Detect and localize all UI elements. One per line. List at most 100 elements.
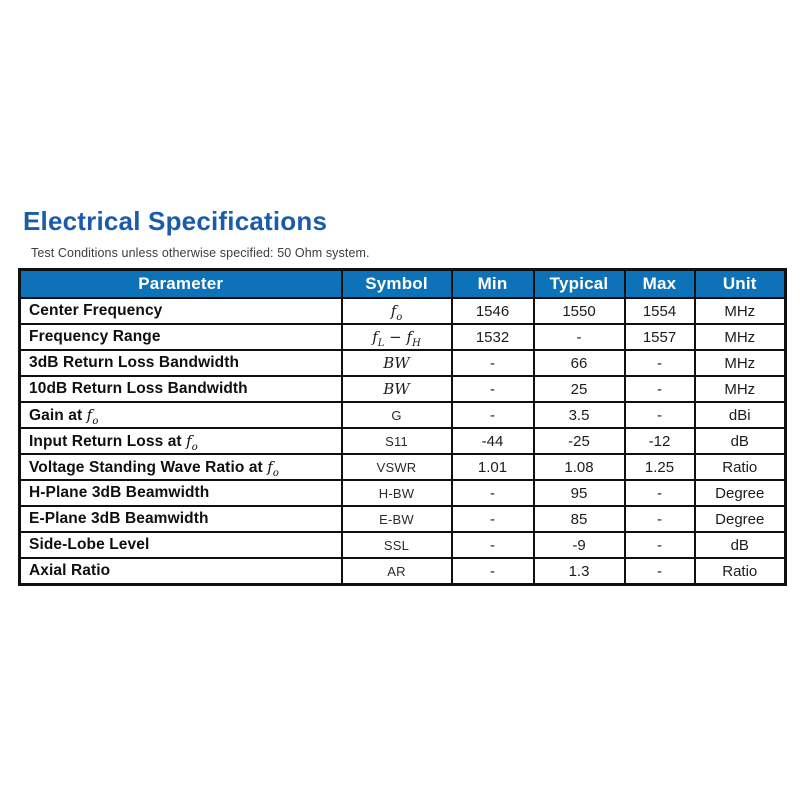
electrical-specifications-table: Parameter Symbol Min Typical Max Unit Ce…	[18, 268, 787, 586]
math-symbol: fo	[86, 405, 99, 427]
column-header-parameter: Parameter	[18, 268, 343, 299]
cell-min: -	[450, 479, 535, 507]
table-row: Frequency Range fL − fH 1532-1557 MHz	[18, 323, 787, 351]
symbol-text: H-BW	[378, 485, 415, 501]
column-header-symbol: Symbol	[340, 268, 453, 299]
cell-min: -	[450, 505, 535, 533]
test-conditions-note: Test Conditions unless otherwise specifi…	[31, 246, 370, 260]
table-row: E-Plane 3dB Beamwidth E-BW -85- Degree	[18, 505, 787, 533]
cell-max: -	[623, 401, 696, 429]
table-row: Gain at fo G -3.5- dBi	[18, 401, 787, 429]
cell-symbol: G	[340, 401, 453, 429]
table-row: Center Frequency fo 1546 1550 1554 MHz	[18, 297, 787, 325]
cell-max: -	[623, 349, 696, 377]
symbol-text: SSL	[383, 537, 410, 553]
column-header-max: Max	[623, 268, 696, 299]
cell-unit: dB	[693, 531, 787, 559]
math-symbol: fo	[186, 431, 198, 453]
table-row: Side-Lobe Level SSL - -9- dB	[18, 531, 787, 559]
cell-unit: dBi	[693, 401, 787, 429]
table-row: 10dB Return Loss Bandwidth BW -25- MHz	[18, 375, 787, 403]
cell-max: 1554	[623, 297, 696, 325]
cell-unit: MHz	[693, 323, 787, 351]
symbol-text: S11	[385, 433, 408, 449]
cell-max: -12	[623, 427, 696, 455]
cell-min: -	[450, 401, 535, 429]
cell-symbol: fo	[340, 297, 453, 325]
cell-min: -	[450, 531, 535, 559]
cell-parameter: Gain at fo	[18, 401, 343, 429]
cell-symbol: H-BW	[340, 479, 453, 507]
cell-min: 1546	[450, 297, 535, 325]
cell-min: -	[450, 557, 535, 586]
column-header-typical: Typical	[532, 268, 626, 299]
cell-parameter: Axial Ratio	[18, 557, 343, 586]
cell-typical: 95	[532, 479, 626, 507]
cell-typical: 85	[532, 505, 626, 533]
symbol-text: E-BW	[379, 511, 414, 527]
math-symbol: fo	[390, 302, 403, 323]
cell-typical: 1.08	[532, 453, 626, 481]
cell-symbol: BW	[340, 349, 453, 377]
cell-typical: 25	[532, 375, 626, 403]
math-symbol: BW	[383, 354, 410, 372]
cell-unit: Ratio	[693, 557, 787, 586]
cell-unit: dB	[693, 427, 787, 455]
cell-typical: 1.3	[532, 557, 626, 586]
cell-max: -	[623, 479, 696, 507]
column-header-min: Min	[450, 268, 535, 299]
symbol-text: AR	[387, 563, 406, 579]
cell-max: -	[623, 557, 696, 586]
table-row: Input Return Loss at fo S11 -44 -25 -12 dB	[18, 427, 787, 455]
math-symbol: fo	[267, 457, 279, 479]
cell-max: -	[623, 531, 696, 559]
cell-parameter: Frequency Range	[18, 323, 343, 351]
cell-symbol: BW	[340, 375, 453, 403]
cell-unit: MHz	[693, 349, 787, 377]
cell-symbol: AR	[340, 557, 453, 586]
cell-typical: -	[532, 323, 626, 351]
cell-max: 1.25	[623, 453, 696, 481]
cell-parameter: Input Return Loss at fo	[18, 427, 343, 455]
cell-unit: MHz	[693, 297, 787, 325]
cell-parameter: H-Plane 3dB Beamwidth	[18, 479, 343, 507]
cell-typical: 66	[532, 349, 626, 377]
table-row: 3dB Return Loss Bandwidth BW -66- MHz	[18, 349, 787, 377]
table-row: Voltage Standing Wave Ratio at fo VSWR 1.0…	[18, 453, 787, 481]
cell-parameter: Voltage Standing Wave Ratio at fo	[18, 453, 343, 481]
cell-parameter: 3dB Return Loss Bandwidth	[18, 349, 343, 377]
cell-symbol: S11	[340, 427, 453, 455]
cell-min: 1532	[450, 323, 535, 351]
cell-min: 1.01	[450, 453, 535, 481]
cell-min: -44	[450, 427, 535, 455]
cell-typical: 1550	[532, 297, 626, 325]
cell-max: -	[623, 375, 696, 403]
cell-symbol: E-BW	[340, 505, 453, 533]
cell-typical: -9	[532, 531, 626, 559]
cell-parameter: E-Plane 3dB Beamwidth	[18, 505, 343, 533]
cell-max: 1557	[623, 323, 696, 351]
math-symbol: fL − fH	[372, 328, 421, 349]
cell-unit: Degree	[693, 479, 787, 507]
cell-symbol: SSL	[340, 531, 453, 559]
cell-typical: -25	[532, 427, 626, 455]
cell-symbol: VSWR	[340, 453, 453, 481]
cell-parameter: Center Frequency	[18, 297, 343, 325]
math-symbol: BW	[383, 380, 410, 398]
cell-parameter: 10dB Return Loss Bandwidth	[18, 375, 343, 403]
column-header-unit: Unit	[693, 268, 787, 299]
symbol-text: G	[391, 407, 402, 423]
cell-min: -	[450, 375, 535, 403]
page-title: Electrical Specifications	[23, 206, 328, 236]
cell-max: -	[623, 505, 696, 533]
cell-min: -	[450, 349, 535, 377]
symbol-text: VSWR	[376, 459, 417, 475]
cell-symbol: fL − fH	[340, 323, 453, 351]
table-header-row: Parameter Symbol Min Typical Max Unit	[18, 268, 787, 299]
cell-parameter: Side-Lobe Level	[18, 531, 343, 559]
table-row: H-Plane 3dB Beamwidth H-BW -95- Degree	[18, 479, 787, 507]
cell-unit: Degree	[693, 505, 787, 533]
table-row: Axial Ratio AR -1.3- Ratio	[18, 557, 787, 586]
cell-typical: 3.5	[532, 401, 626, 429]
